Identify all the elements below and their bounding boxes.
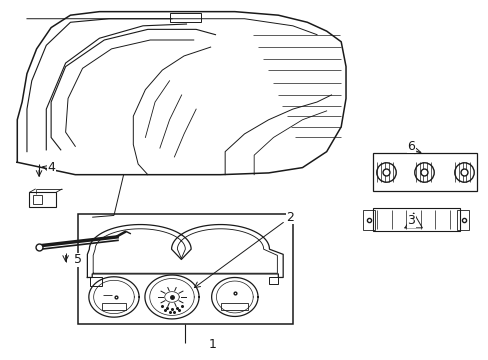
Bar [362,210,374,230]
Bar [90,278,102,286]
Text: 5: 5 [74,253,81,266]
Text: 3: 3 [407,214,414,227]
Bar [33,195,42,204]
Bar [456,210,468,230]
Bar [169,13,201,22]
Text: 2: 2 [286,211,294,224]
Text: 1: 1 [209,338,217,351]
Text: 4: 4 [47,161,55,174]
Bar [29,192,56,207]
Bar [268,278,278,284]
Bar [102,303,126,310]
Text: 6: 6 [407,140,414,153]
Bar [372,153,476,191]
Bar [221,303,248,310]
Bar [372,208,459,231]
Bar [78,214,292,324]
